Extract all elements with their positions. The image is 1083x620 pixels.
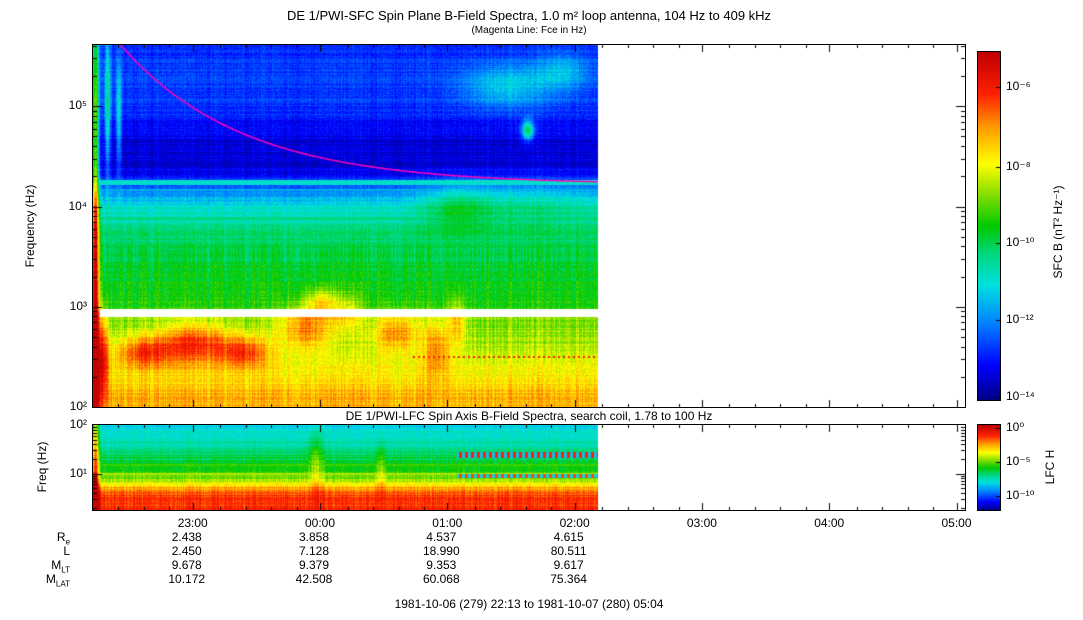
- ephemeris-value: 60.068: [422, 572, 460, 586]
- sfc-colorbar-panel: [977, 51, 1001, 401]
- ephemeris-row-label: Re: [56, 530, 70, 547]
- ephemeris-value: 9.678: [171, 558, 202, 572]
- ephemeris-row-label: MLT: [51, 558, 70, 575]
- sfc-colorbar-tick-label: 10⁻¹⁴: [1006, 388, 1035, 403]
- y-axis-tick-label: 10²: [69, 417, 87, 431]
- ephemeris-value: 9.617: [553, 558, 584, 572]
- sfc-spectrogram-panel: [92, 44, 966, 408]
- lfc-colorbar-label-text: LFC H: [1043, 449, 1057, 485]
- time-axis-tick-label: 02:00: [559, 516, 590, 530]
- ephemeris-value: 9.353: [426, 558, 457, 572]
- sfc-spectrogram-canvas: [93, 45, 965, 407]
- sfc-colorbar-tick-label: 10⁻⁸: [1006, 158, 1031, 173]
- sfc-colorbar-canvas: [978, 52, 1000, 400]
- sfc-colorbar-tick-label: 10⁻⁶: [1006, 78, 1031, 93]
- time-axis-tick-label: 05:00: [941, 516, 972, 530]
- lfc-colorbar-tick-label: 10⁻⁵: [1006, 454, 1031, 469]
- ephemeris-value: 4.615: [553, 530, 584, 544]
- lfc-colorbar-canvas: [978, 425, 1000, 510]
- lfc-colorbar-tick-label: 10⁻¹⁰: [1006, 488, 1035, 503]
- sfc-colorbar-tick-label: 10⁻¹⁰: [1006, 235, 1035, 250]
- ephemeris-value: 3.858: [299, 530, 330, 544]
- ephemeris-value: 4.537: [426, 530, 457, 544]
- ephemeris-row-label: MLAT: [45, 572, 70, 589]
- y-axis-tick-label: 10⁵: [68, 98, 87, 113]
- sfc-panel-subtitle: (Magenta Line: Fce in Hz): [471, 25, 587, 36]
- sfc-y-axis-label-text: Frequency (Hz): [23, 184, 37, 268]
- time-axis-tick-label: 03:00: [686, 516, 717, 530]
- time-axis-tick-label: 01:00: [432, 516, 463, 530]
- sfc-panel-title: DE 1/PWI-SFC Spin Plane B-Field Spectra,…: [286, 8, 772, 23]
- time-axis-tick-label: 04:00: [814, 516, 845, 530]
- time-range-footer: 1981-10-06 (279) 22:13 to 1981-10-07 (28…: [394, 597, 664, 611]
- y-axis-tick-label: 10³: [69, 298, 87, 313]
- ephemeris-value: 18.990: [422, 544, 460, 558]
- ephemeris-value: 10.172: [168, 572, 206, 586]
- ephemeris-value: 42.508: [295, 572, 333, 586]
- ephemeris-value: 2.450: [171, 544, 202, 558]
- time-axis-tick-label: 23:00: [177, 516, 208, 530]
- lfc-spectrogram-canvas: [93, 425, 965, 510]
- lfc-colorbar-tick-label: 10⁰: [1006, 420, 1025, 435]
- lfc-colorbar-panel: [977, 424, 1001, 511]
- lfc-panel-title: DE 1/PWI-LFC Spin Axis B-Field Spectra, …: [345, 409, 713, 423]
- sfc-colorbar-tick-label: 10⁻¹²: [1006, 311, 1034, 326]
- ephemeris-value: 2.438: [171, 530, 202, 544]
- lfc-spectrogram-panel: [92, 424, 966, 511]
- sfc-colorbar-label-text: SFC B (nT² Hz⁻¹): [1051, 185, 1065, 279]
- y-axis-tick-label: 10²: [69, 399, 87, 413]
- ephemeris-value: 80.511: [550, 544, 587, 558]
- y-axis-tick-label: 10⁴: [68, 198, 87, 213]
- ephemeris-value: 7.128: [299, 544, 330, 558]
- ephemeris-value: 9.379: [299, 558, 330, 572]
- ephemeris-value: 75.364: [550, 572, 587, 586]
- time-axis-tick-label: 00:00: [305, 516, 336, 530]
- y-axis-tick-label: 10¹: [69, 465, 87, 480]
- ephemeris-row-label: L: [63, 544, 70, 558]
